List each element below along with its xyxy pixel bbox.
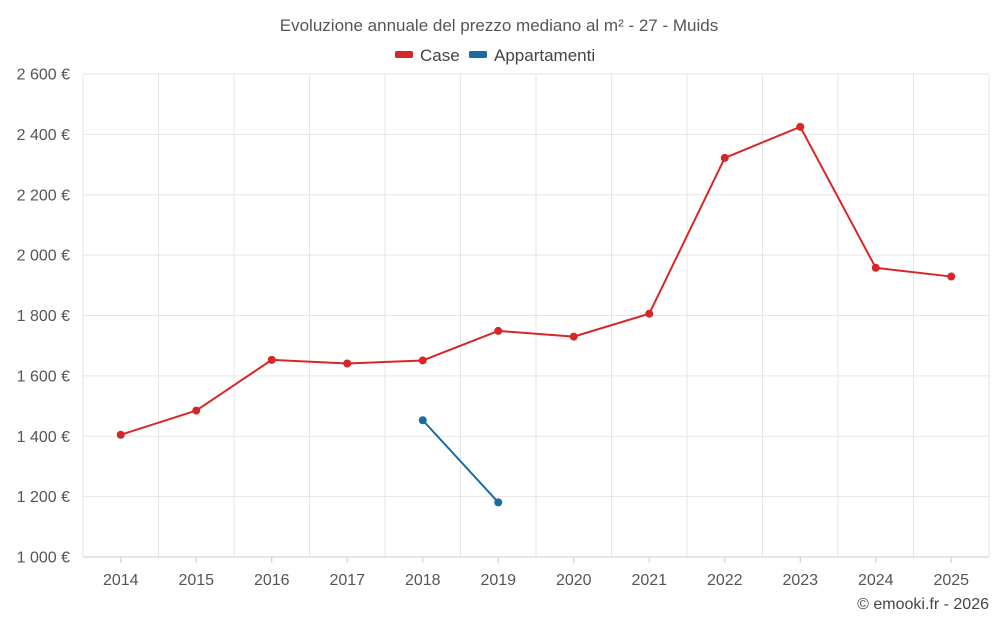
data-point-case[interactable] (947, 272, 956, 281)
legend-label-appartamenti[interactable]: Appartamenti (494, 46, 595, 65)
data-point-appartamenti[interactable] (418, 416, 427, 425)
legend-label-case[interactable]: Case (420, 46, 460, 65)
y-tick-label: 1 600 € (17, 368, 70, 385)
x-tick-label: 2014 (103, 572, 139, 589)
y-tick-label: 1 200 € (17, 489, 70, 506)
data-point-case[interactable] (494, 326, 503, 335)
x-tick-label: 2022 (707, 572, 743, 589)
data-point-case[interactable] (871, 263, 880, 272)
x-tick-label: 2017 (329, 572, 365, 589)
x-tick-label: 2019 (480, 572, 516, 589)
legend-swatch-case (395, 51, 413, 58)
x-tick-label: 2021 (631, 572, 667, 589)
x-tick-label: 2015 (178, 572, 214, 589)
y-tick-label: 1 800 € (17, 308, 70, 325)
x-tick-label: 2023 (782, 572, 818, 589)
data-point-case[interactable] (267, 355, 276, 364)
chart-title: Evoluzione annuale del prezzo mediano al… (280, 16, 718, 35)
x-tick-label: 2024 (858, 572, 894, 589)
y-tick-label: 1 400 € (17, 429, 70, 446)
data-point-case[interactable] (418, 356, 427, 365)
y-tick-label: 2 400 € (17, 127, 70, 144)
x-tick-label: 2016 (254, 572, 290, 589)
data-point-case[interactable] (796, 122, 805, 131)
y-tick-label: 2 000 € (17, 248, 70, 265)
data-point-case[interactable] (645, 309, 654, 318)
axes: 1 000 € 1 200 € 1 400 € 1 600 € 1 800 € 2 000… (17, 67, 989, 589)
y-tick-label: 2 200 € (17, 187, 70, 204)
x-tick-label: 2025 (933, 572, 969, 589)
y-tick-label: 2 600 € (17, 67, 70, 84)
legend-swatch-appartamenti (469, 51, 487, 58)
data-point-appartamenti[interactable] (494, 498, 503, 507)
y-tick-label: 1 000 € (17, 550, 70, 567)
series-line-case (120, 125, 952, 436)
credit-text: © emooki.fr - 2026 (857, 596, 989, 613)
data-point-case[interactable] (116, 430, 125, 439)
data-point-case[interactable] (720, 153, 729, 162)
series-line-appartamenti (422, 419, 499, 504)
data-point-case[interactable] (343, 359, 352, 368)
data-point-case[interactable] (569, 332, 578, 341)
x-tick-label: 2020 (556, 572, 592, 589)
legend: Case Appartamenti (395, 46, 595, 65)
data-point-case[interactable] (192, 406, 201, 415)
x-tick-label: 2018 (405, 572, 441, 589)
series (116, 122, 956, 507)
grid (82, 73, 990, 557)
